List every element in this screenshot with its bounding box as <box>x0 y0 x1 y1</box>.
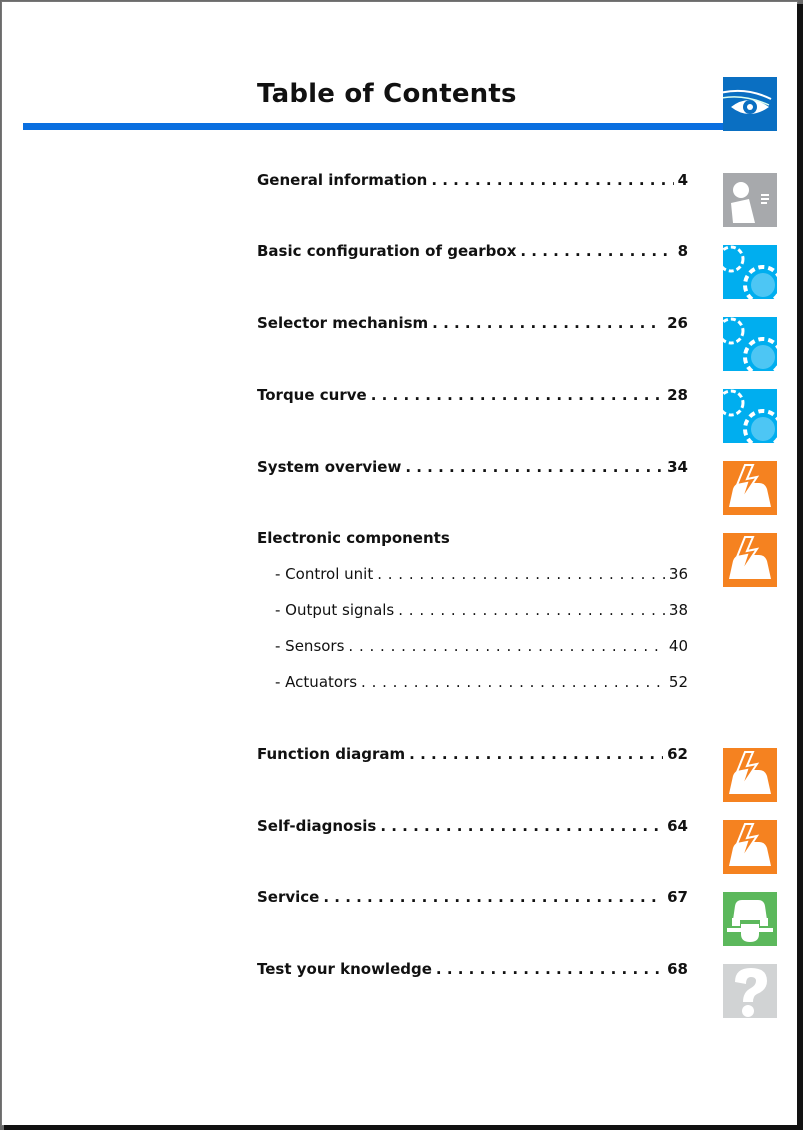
toc-subentry-control-unit[interactable]: - Control unit 36 <box>275 565 688 583</box>
title-underline-bar <box>23 123 723 130</box>
dot-leader <box>432 314 663 332</box>
dot-leader <box>377 565 665 583</box>
dot-leader <box>380 817 663 835</box>
entry-label: - Sensors <box>275 637 345 655</box>
entry-page: 67 <box>667 888 688 906</box>
eye-icon <box>723 77 777 131</box>
dot-leader <box>348 637 664 655</box>
entry-page: 68 <box>667 960 688 978</box>
toc-entry-system-overview[interactable]: System overview 34 <box>257 458 688 476</box>
dot-leader <box>371 386 663 404</box>
entry-label: Electronic components <box>257 529 450 547</box>
entry-label: - Actuators <box>275 673 358 691</box>
entry-label: System overview <box>257 458 402 476</box>
toc-entry-self-diagnosis[interactable]: Self-diagnosis 64 <box>257 817 688 835</box>
dot-leader <box>520 242 673 260</box>
toc-entry-service[interactable]: Service 67 <box>257 888 688 906</box>
entry-page: 4 <box>677 171 688 189</box>
entry-label: General information <box>257 171 428 189</box>
toc-subentry-actuators[interactable]: - Actuators 52 <box>275 673 688 691</box>
dot-leader <box>409 745 663 763</box>
entry-page: 26 <box>667 314 688 332</box>
entry-page: 34 <box>667 458 688 476</box>
dot-leader <box>361 673 665 691</box>
entry-label: - Output signals <box>275 601 395 619</box>
toc-entry-test-your-knowledge[interactable]: Test your knowledge 68 <box>257 960 688 978</box>
toc-subentry-sensors[interactable]: - Sensors 40 <box>275 637 688 655</box>
car-electrical-icon <box>723 748 777 802</box>
page-shadow <box>4 1125 803 1130</box>
entry-page: 52 <box>668 673 688 691</box>
toc-entry-torque-curve[interactable]: Torque curve 28 <box>257 386 688 404</box>
entry-label: Service <box>257 888 320 906</box>
entry-page: 38 <box>668 601 688 619</box>
entry-label: Selector mechanism <box>257 314 429 332</box>
reading-person-icon <box>723 173 777 227</box>
entry-label: Basic configuration of gearbox <box>257 242 517 260</box>
car-electrical-icon <box>723 533 777 587</box>
entry-label: Function diagram <box>257 745 406 763</box>
toc-entry-selector-mechanism[interactable]: Selector mechanism 26 <box>257 314 688 332</box>
car-electrical-icon <box>723 820 777 874</box>
entry-page: 8 <box>677 242 688 260</box>
entry-page: 28 <box>667 386 688 404</box>
toc-entry-general-information[interactable]: General information 4 <box>257 171 688 189</box>
toc-entry-function-diagram[interactable]: Function diagram 62 <box>257 745 688 763</box>
toc-entry-electronic-components[interactable]: Electronic components <box>257 529 688 547</box>
entry-label: - Control unit <box>275 565 374 583</box>
car-electrical-icon <box>723 461 777 515</box>
gear-icon <box>723 245 777 299</box>
dot-leader <box>323 888 663 906</box>
dot-leader <box>405 458 663 476</box>
toc-entry-basic-configuration[interactable]: Basic configuration of gearbox 8 <box>257 242 688 260</box>
page-title: Table of Contents <box>257 79 517 109</box>
gear-icon <box>723 389 777 443</box>
gear-icon <box>723 317 777 371</box>
entry-label: Torque curve <box>257 386 367 404</box>
entry-page: 40 <box>668 637 688 655</box>
toc-subentry-output-signals[interactable]: - Output signals 38 <box>275 601 688 619</box>
question-mark-icon <box>723 964 777 1018</box>
dot-leader <box>436 960 663 978</box>
car-service-wrench-icon <box>723 892 777 946</box>
entry-label: Test your knowledge <box>257 960 432 978</box>
entry-page: 62 <box>667 745 688 763</box>
entry-page: 36 <box>668 565 688 583</box>
entry-label: Self-diagnosis <box>257 817 377 835</box>
dot-leader <box>398 601 665 619</box>
entry-page: 64 <box>667 817 688 835</box>
page-shadow <box>797 4 803 1130</box>
dot-leader <box>431 171 673 189</box>
